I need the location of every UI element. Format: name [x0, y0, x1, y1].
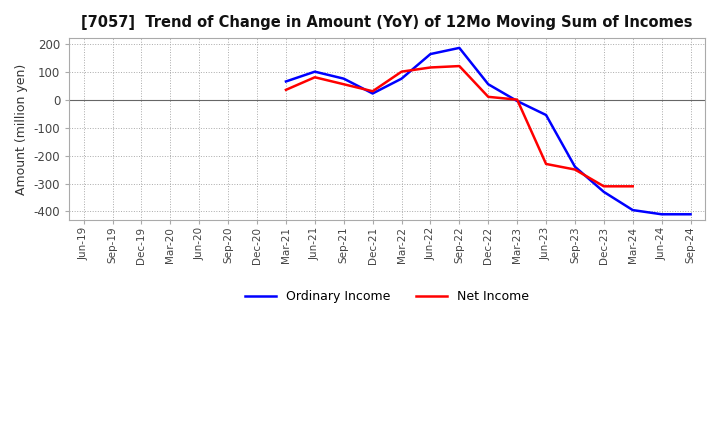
Ordinary Income	[310, 69, 319, 74]
Ordinary Income	[455, 45, 464, 51]
Net Income	[455, 63, 464, 69]
Ordinary Income	[541, 112, 550, 117]
Net Income	[282, 87, 290, 92]
Ordinary Income	[686, 212, 695, 217]
Line: Ordinary Income: Ordinary Income	[286, 48, 690, 214]
Net Income	[600, 183, 608, 189]
Net Income	[369, 88, 377, 94]
Net Income	[310, 75, 319, 80]
Net Income	[397, 69, 406, 74]
Legend: Ordinary Income, Net Income: Ordinary Income, Net Income	[240, 285, 534, 308]
Ordinary Income	[369, 91, 377, 96]
Ordinary Income	[484, 81, 492, 87]
Ordinary Income	[600, 189, 608, 194]
Title: [7057]  Trend of Change in Amount (YoY) of 12Mo Moving Sum of Incomes: [7057] Trend of Change in Amount (YoY) o…	[81, 15, 693, 30]
Net Income	[339, 81, 348, 87]
Ordinary Income	[282, 79, 290, 84]
Net Income	[426, 65, 435, 70]
Net Income	[513, 97, 521, 102]
Net Income	[629, 183, 637, 189]
Ordinary Income	[426, 51, 435, 57]
Ordinary Income	[571, 164, 580, 169]
Net Income	[484, 94, 492, 99]
Net Income	[571, 167, 580, 172]
Ordinary Income	[397, 76, 406, 81]
Ordinary Income	[657, 212, 666, 217]
Ordinary Income	[629, 207, 637, 213]
Net Income	[541, 161, 550, 167]
Y-axis label: Amount (million yen): Amount (million yen)	[15, 63, 28, 194]
Ordinary Income	[339, 76, 348, 81]
Ordinary Income	[513, 99, 521, 104]
Line: Net Income: Net Income	[286, 66, 633, 186]
